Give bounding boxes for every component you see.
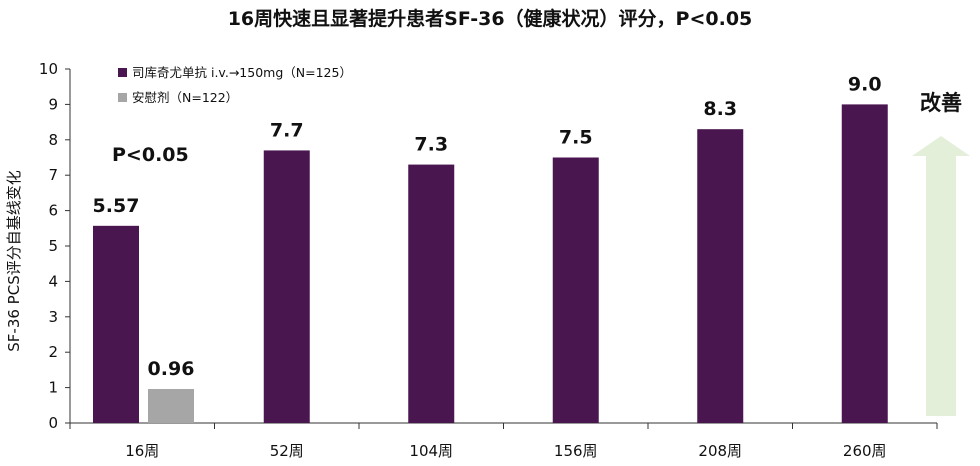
y-tick-label: 2 [48,343,58,361]
x-tick-label: 260周 [843,442,887,460]
bar-secukinumab [408,164,455,423]
y-tick-label: 6 [48,202,58,220]
data-label: 0.96 [148,358,195,380]
legend-label: 司库奇尤单抗 i.v.→150mg（N=125） [132,65,352,80]
bar-secukinumab [93,225,139,423]
y-tick-label: 4 [48,272,58,290]
data-label: 9.0 [848,73,882,95]
data-label: 5.57 [93,195,140,217]
data-label: 7.7 [270,119,304,141]
y-tick-label: 5 [48,237,58,255]
p-value-annotation: P<0.05 [112,144,189,166]
legend-swatch [118,93,127,102]
bar-placebo [148,389,194,423]
data-label: 7.5 [559,127,593,149]
bar-secukinumab [263,150,310,424]
y-tick-label: 3 [48,308,58,326]
x-tick-label: 156周 [554,442,598,460]
x-tick-label: 52周 [270,442,304,460]
improvement-arrow [912,136,970,416]
data-label: 8.3 [703,98,737,120]
y-tick-label: 0 [48,414,58,432]
bar-secukinumab [552,157,599,423]
y-tick-label: 9 [48,95,58,113]
bar-secukinumab [841,104,888,424]
bar-secukinumab [697,129,744,423]
chart-title: 16周快速且显著提升患者SF-36（健康状况）评分，P<0.05 [227,8,753,30]
y-tick-label: 10 [39,60,58,78]
data-label: 7.3 [414,134,448,156]
x-tick-label: 208周 [698,442,742,460]
y-tick-label: 1 [48,379,58,397]
legend-label: 安慰剂（N=122） [132,90,238,105]
x-tick-label: 104周 [409,442,453,460]
y-axis-title: SF-36 PCS评分自基线变化 [5,170,23,351]
x-tick-label: 16周 [125,442,159,460]
improvement-label: 改善 [920,91,962,115]
y-tick-label: 8 [48,131,58,149]
y-tick-label: 7 [48,166,58,184]
legend-swatch [118,68,127,77]
